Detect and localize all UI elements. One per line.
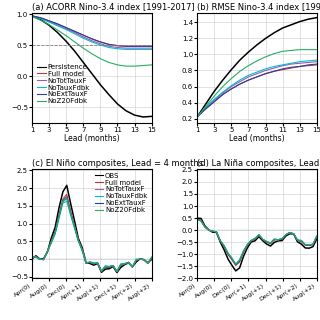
Legend: OBS, Full model, NoTotTauxF, NoTauxFdbk, NoExtTauxF, NoZ20Fdbk: OBS, Full model, NoTotTauxF, NoTauxFdbk,… bbox=[94, 172, 148, 214]
X-axis label: Lead (months): Lead (months) bbox=[64, 134, 120, 143]
Legend: Persistence, Full model, NoTotTauxF, NoTauxFdbk, NoExtTauxF, NoZ20Fdbk: Persistence, Full model, NoTotTauxF, NoT… bbox=[37, 63, 91, 105]
Text: (c) El Niño composites, Lead = 4 months: (c) El Niño composites, Lead = 4 months bbox=[32, 159, 203, 168]
Text: (b) RMSE Nino-3.4 index [1991-: (b) RMSE Nino-3.4 index [1991- bbox=[197, 3, 320, 12]
Text: (d) La Niña composites, Lead = 4: (d) La Niña composites, Lead = 4 bbox=[197, 159, 320, 168]
X-axis label: Lead (months): Lead (months) bbox=[229, 134, 285, 143]
Text: (a) ACORR Nino-3.4 index [1991-2017]: (a) ACORR Nino-3.4 index [1991-2017] bbox=[32, 3, 195, 12]
